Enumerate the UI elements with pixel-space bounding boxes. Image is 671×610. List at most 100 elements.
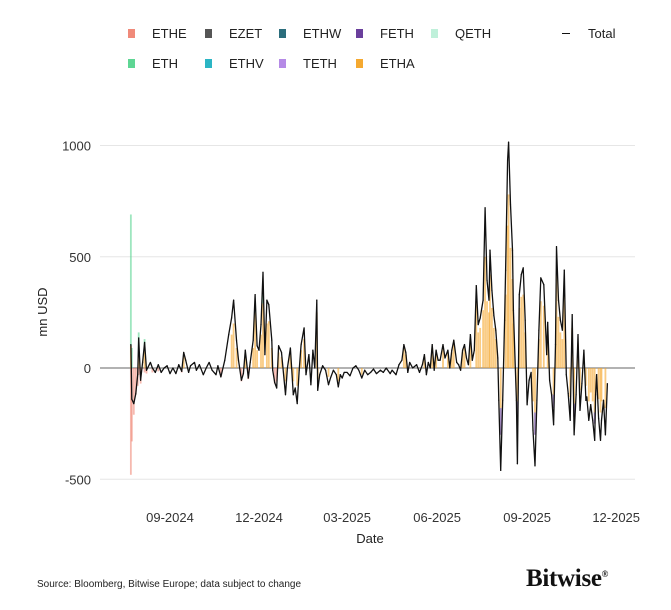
total-point <box>131 398 133 400</box>
total-point <box>278 345 280 347</box>
total-point <box>312 349 314 351</box>
total-point <box>451 349 453 351</box>
total-point <box>185 359 187 361</box>
total-point <box>431 344 433 346</box>
bar-etha <box>232 323 235 368</box>
bar-etha <box>461 352 464 368</box>
legend-item-ethv[interactable]: ETHV <box>205 56 264 71</box>
total-point <box>316 299 318 301</box>
total-point <box>252 339 254 341</box>
chart-svg: 1000 500 0 -500 09-2024 12-2024 03-2025 06-2025… <box>35 139 640 547</box>
total-point <box>511 249 514 251</box>
bar-etha <box>252 347 255 368</box>
total-point <box>407 371 409 374</box>
legend-item-teth[interactable]: TETH <box>279 56 337 71</box>
bar-etha <box>143 350 146 368</box>
bar-etha <box>435 354 438 368</box>
total-point <box>319 374 321 376</box>
total-point <box>337 386 339 388</box>
total-point <box>137 374 139 376</box>
total-point <box>193 361 196 364</box>
bar-etha <box>230 334 233 368</box>
bar-etha <box>593 368 596 413</box>
bar-etha <box>542 305 545 368</box>
total-point <box>149 361 152 364</box>
total-point <box>495 329 497 331</box>
total-point <box>515 399 517 401</box>
total-point <box>471 359 473 361</box>
total-point <box>536 399 538 401</box>
total-line <box>130 141 609 472</box>
total-point <box>552 424 555 426</box>
legend-item-ethe[interactable]: ETHE <box>128 26 187 41</box>
bar-feth <box>534 412 536 435</box>
bar-etha <box>479 327 482 368</box>
legend-label: Total <box>588 26 616 41</box>
total-point <box>595 394 597 396</box>
legend-item-qeth[interactable]: QETH <box>431 26 491 41</box>
total-point <box>160 371 162 374</box>
total-point <box>532 429 534 431</box>
total-point <box>491 289 493 291</box>
total-point <box>555 246 558 248</box>
total-point <box>296 403 298 405</box>
total-point <box>256 345 258 347</box>
total-point <box>233 299 235 301</box>
total-point <box>575 394 577 396</box>
bar-etha <box>289 354 292 368</box>
bar-etha <box>489 274 491 368</box>
total-point <box>367 374 369 376</box>
bar-etha <box>512 323 515 368</box>
bar-etha <box>280 356 283 368</box>
bar-etha <box>182 356 185 368</box>
legend-label: QETH <box>455 26 492 41</box>
bar-etha <box>600 368 603 402</box>
total-point <box>606 382 608 385</box>
bar-etha <box>492 327 495 368</box>
total-point <box>249 361 251 364</box>
bar-etha <box>563 294 566 368</box>
bar-etha <box>404 354 407 368</box>
total-point <box>588 419 590 421</box>
total-point <box>189 365 192 367</box>
total-point <box>512 309 515 311</box>
total-point <box>473 349 475 351</box>
legend-item-total[interactable]: Total <box>562 26 615 41</box>
total-point <box>579 409 581 411</box>
bitwise-logo: Bitwise® <box>526 565 608 593</box>
legend-item-feth[interactable]: FETH <box>356 26 414 41</box>
total-point <box>133 403 135 405</box>
total-point <box>398 364 400 366</box>
bar-etha <box>516 368 519 402</box>
total-point <box>421 364 424 366</box>
total-point <box>266 299 268 301</box>
total-point <box>264 354 266 356</box>
total-point <box>484 207 486 209</box>
total-point <box>554 344 557 346</box>
total-point <box>442 344 444 346</box>
bar-ethe <box>137 368 140 375</box>
legend-swatch <box>431 29 438 38</box>
legend-item-ezet[interactable]: EZET <box>205 26 262 41</box>
total-point <box>274 381 276 384</box>
bar-etha <box>477 332 480 368</box>
total-point <box>546 354 548 356</box>
total-point <box>332 369 335 371</box>
legend-item-etha[interactable]: ETHA <box>356 56 415 71</box>
total-point <box>217 365 219 367</box>
bar-etha <box>482 310 485 368</box>
legend-item-ethw[interactable]: ETHW <box>279 26 341 41</box>
total-point <box>379 369 381 371</box>
total-point <box>391 369 393 371</box>
bar-etha <box>532 368 534 402</box>
bar-etha <box>573 368 576 404</box>
total-point <box>577 334 579 336</box>
total-point <box>444 357 446 359</box>
total-point <box>600 419 603 421</box>
legend-swatch <box>128 59 135 68</box>
total-point <box>181 370 183 372</box>
bar-ethe <box>129 368 132 475</box>
bar-eth <box>129 214 132 346</box>
legend-item-eth[interactable]: ETH <box>128 56 178 71</box>
